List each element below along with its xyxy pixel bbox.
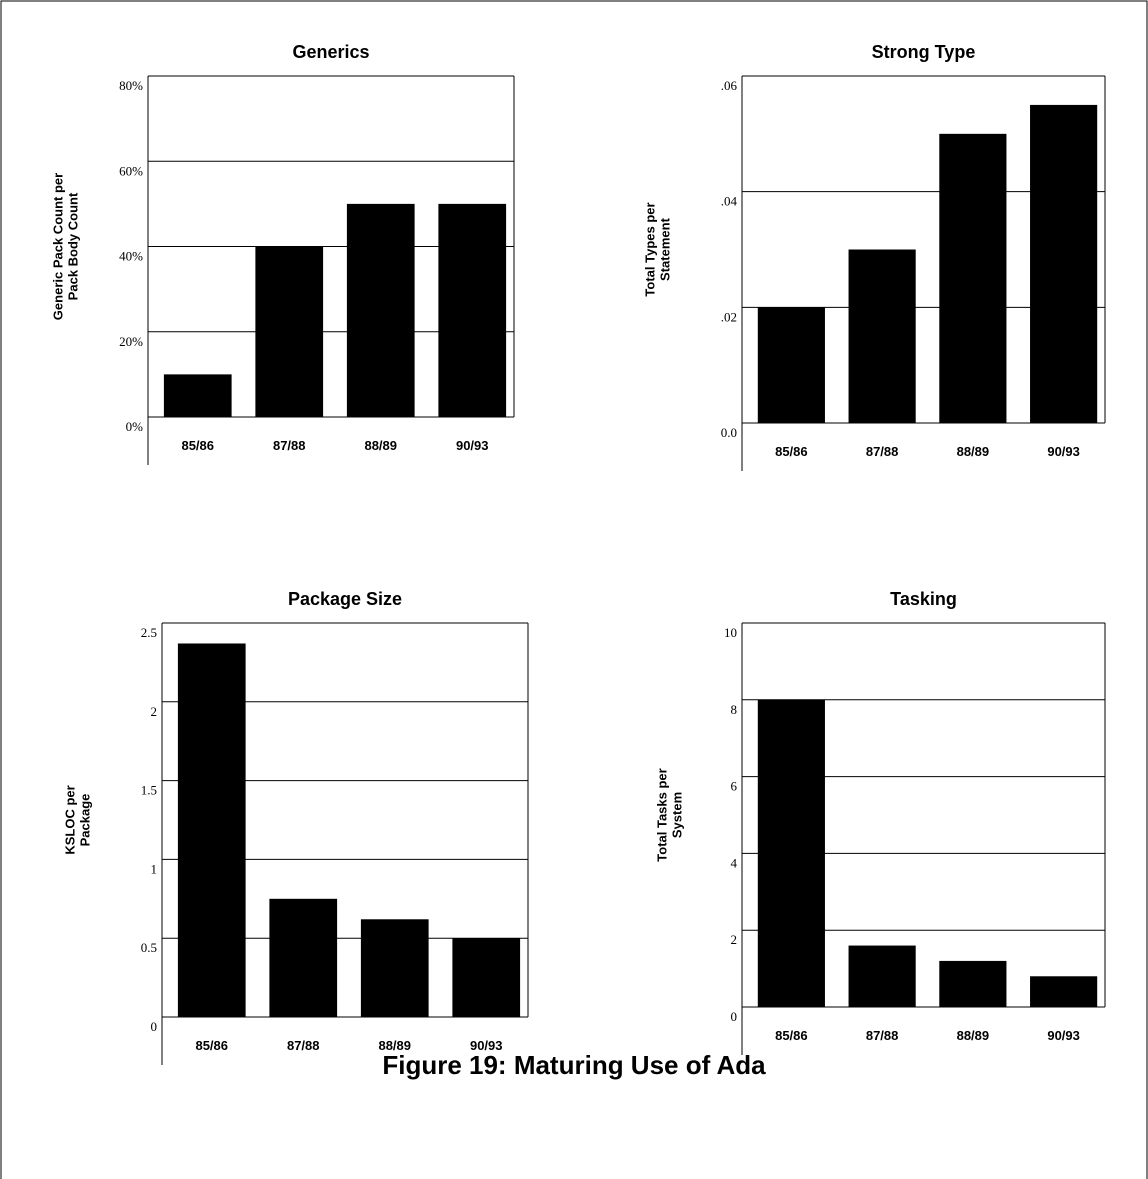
y-axis-label: Generic Pack Count per (51, 173, 66, 320)
x-tick-label: 90/93 (456, 438, 489, 453)
y-tick-label: 60% (119, 163, 143, 178)
bar (848, 945, 916, 1007)
chart-title: Package Size (288, 589, 402, 609)
bar (939, 133, 1007, 424)
y-tick-label: 2 (151, 704, 158, 719)
bar (255, 246, 324, 417)
y-tick-label: 4 (731, 855, 738, 870)
chart: Package Size KSLOC per Package 0 0.5 1 1.5 2 2.5… (63, 589, 529, 1065)
chart: Strong Type Total Types per Statement 0.0 .0… (643, 42, 1106, 471)
y-tick-label: 0.5 (141, 940, 157, 955)
chart-title: Tasking (890, 589, 957, 609)
x-tick-label: 87/88 (866, 1028, 899, 1043)
y-axis-label: Total Types per (643, 202, 658, 296)
bar (163, 374, 232, 417)
x-tick-label: 85/86 (775, 1028, 808, 1043)
bar (452, 938, 521, 1017)
bar (360, 919, 429, 1017)
y-tick-label: 20% (119, 334, 143, 349)
x-tick-label: 90/93 (1047, 444, 1080, 459)
y-tick-label: .04 (721, 194, 738, 209)
bar (939, 960, 1007, 1007)
x-tick-label: 88/89 (364, 438, 397, 453)
bar (848, 249, 916, 423)
x-tick-label: 87/88 (866, 444, 899, 459)
y-tick-label: 10 (724, 625, 737, 640)
x-tick-label: 87/88 (273, 438, 306, 453)
y-tick-label: .02 (721, 309, 737, 324)
y-axis-label: Statement (658, 217, 673, 281)
bar (1030, 976, 1098, 1007)
x-tick-label: 85/86 (181, 438, 214, 453)
chart: Tasking Total Tasks per System 0 2 4 6 8 10 85/86… (655, 589, 1106, 1055)
x-tick-label: 85/86 (195, 1038, 228, 1053)
bar (438, 203, 507, 417)
y-tick-label: 0.0 (721, 425, 737, 440)
y-axis-label: Pack Body Count (66, 192, 81, 300)
y-tick-label: 1 (151, 861, 158, 876)
chart-title: Generics (292, 42, 369, 62)
bar (346, 203, 415, 417)
x-tick-label: 85/86 (775, 444, 808, 459)
y-axis-label: KSLOC per (63, 785, 78, 854)
bar (1030, 104, 1098, 424)
y-tick-label: 80% (119, 78, 143, 93)
y-tick-label: 0 (151, 1019, 158, 1034)
y-tick-label: 1.5 (141, 783, 157, 798)
x-tick-label: 90/93 (470, 1038, 503, 1053)
y-tick-label: 0 (731, 1009, 738, 1024)
bar (757, 699, 825, 1007)
bar (177, 643, 246, 1017)
y-tick-label: .06 (721, 78, 738, 93)
x-tick-label: 90/93 (1047, 1028, 1080, 1043)
y-axis-label: Package (78, 794, 93, 847)
y-tick-label: 2 (731, 932, 738, 947)
y-tick-label: 2.5 (141, 625, 157, 640)
y-tick-label: 6 (731, 779, 738, 794)
y-tick-label: 40% (119, 249, 143, 264)
x-tick-label: 88/89 (957, 444, 990, 459)
y-tick-label: 0% (126, 419, 144, 434)
figure-caption: Figure 19: Maturing Use of Ada (382, 1050, 766, 1080)
y-axis-label: Total Tasks per (655, 768, 670, 861)
y-tick-label: 8 (731, 702, 738, 717)
chart: Generics Generic Pack Count per Pack Body … (51, 42, 515, 465)
bar (757, 307, 825, 423)
chart-title: Strong Type (872, 42, 976, 62)
x-tick-label: 87/88 (287, 1038, 320, 1053)
x-tick-label: 88/89 (957, 1028, 990, 1043)
x-tick-label: 88/89 (378, 1038, 411, 1053)
bar (269, 898, 338, 1017)
y-axis-label: System (670, 792, 685, 838)
